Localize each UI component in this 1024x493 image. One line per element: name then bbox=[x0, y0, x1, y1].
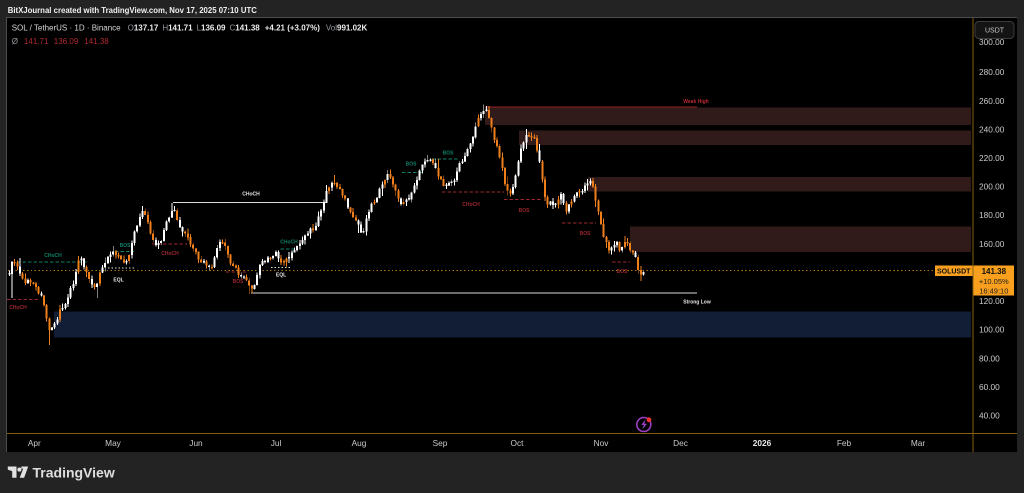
svg-text:120.00: 120.00 bbox=[979, 296, 1005, 306]
svg-text:+10.05%: +10.05% bbox=[979, 277, 1009, 286]
svg-text:CHoCH: CHoCH bbox=[280, 240, 298, 246]
svg-text:40.00: 40.00 bbox=[979, 411, 1000, 421]
svg-text:60.00: 60.00 bbox=[979, 382, 1000, 392]
svg-text:80.00: 80.00 bbox=[979, 353, 1000, 363]
svg-text:EQL: EQL bbox=[113, 278, 123, 284]
svg-text:260.00: 260.00 bbox=[979, 96, 1005, 106]
svg-text:Jun: Jun bbox=[189, 438, 203, 448]
svg-text:100.00: 100.00 bbox=[979, 325, 1005, 335]
svg-text:Oct: Oct bbox=[511, 438, 525, 448]
svg-text:BOS: BOS bbox=[580, 231, 592, 237]
svg-text:BOS: BOS bbox=[120, 243, 132, 249]
svg-text:16:49:10: 16:49:10 bbox=[979, 286, 1008, 295]
svg-text:SOLUSDT: SOLUSDT bbox=[937, 269, 971, 276]
svg-text:TradingView: TradingView bbox=[33, 465, 115, 481]
svg-text:CHoCH: CHoCH bbox=[44, 253, 62, 259]
svg-text:Nov: Nov bbox=[594, 438, 610, 448]
svg-text:220.00: 220.00 bbox=[979, 153, 1005, 163]
svg-text:CHoCH: CHoCH bbox=[242, 192, 260, 198]
svg-text:280.00: 280.00 bbox=[979, 67, 1005, 77]
svg-text:CHoCH: CHoCH bbox=[9, 305, 27, 311]
svg-text:BOS: BOS bbox=[406, 162, 418, 168]
svg-text:Strong Low: Strong Low bbox=[683, 300, 711, 306]
svg-text:CHoCH: CHoCH bbox=[462, 202, 480, 208]
svg-text:2026: 2026 bbox=[753, 438, 772, 448]
svg-text:Dec: Dec bbox=[673, 438, 688, 448]
svg-text:Sep: Sep bbox=[433, 438, 448, 448]
svg-text:141.38: 141.38 bbox=[982, 267, 1007, 276]
svg-text:Aug: Aug bbox=[352, 438, 367, 448]
svg-text:200.00: 200.00 bbox=[979, 182, 1005, 192]
svg-text:Apr: Apr bbox=[28, 438, 41, 448]
svg-text:USDT: USDT bbox=[985, 28, 1005, 35]
svg-text:160.00: 160.00 bbox=[979, 239, 1005, 249]
svg-text:180.00: 180.00 bbox=[979, 210, 1005, 220]
svg-text:Feb: Feb bbox=[837, 438, 852, 448]
svg-text:BitXJournal created with Tradi: BitXJournal created with TradingView.com… bbox=[8, 6, 258, 15]
svg-text:BOS: BOS bbox=[443, 151, 455, 157]
svg-text:EQL: EQL bbox=[276, 273, 286, 279]
svg-text:Weak High: Weak High bbox=[683, 99, 708, 105]
svg-text:BOS: BOS bbox=[617, 269, 629, 275]
svg-text:240.00: 240.00 bbox=[979, 124, 1005, 134]
svg-text:May: May bbox=[105, 438, 122, 448]
svg-text:Jul: Jul bbox=[271, 438, 282, 448]
svg-text:CHoCH: CHoCH bbox=[161, 251, 179, 257]
svg-text:BOS: BOS bbox=[233, 279, 245, 285]
svg-text:Mar: Mar bbox=[911, 438, 926, 448]
svg-text:BOS: BOS bbox=[519, 208, 531, 214]
svg-text:300.00: 300.00 bbox=[979, 37, 1005, 47]
